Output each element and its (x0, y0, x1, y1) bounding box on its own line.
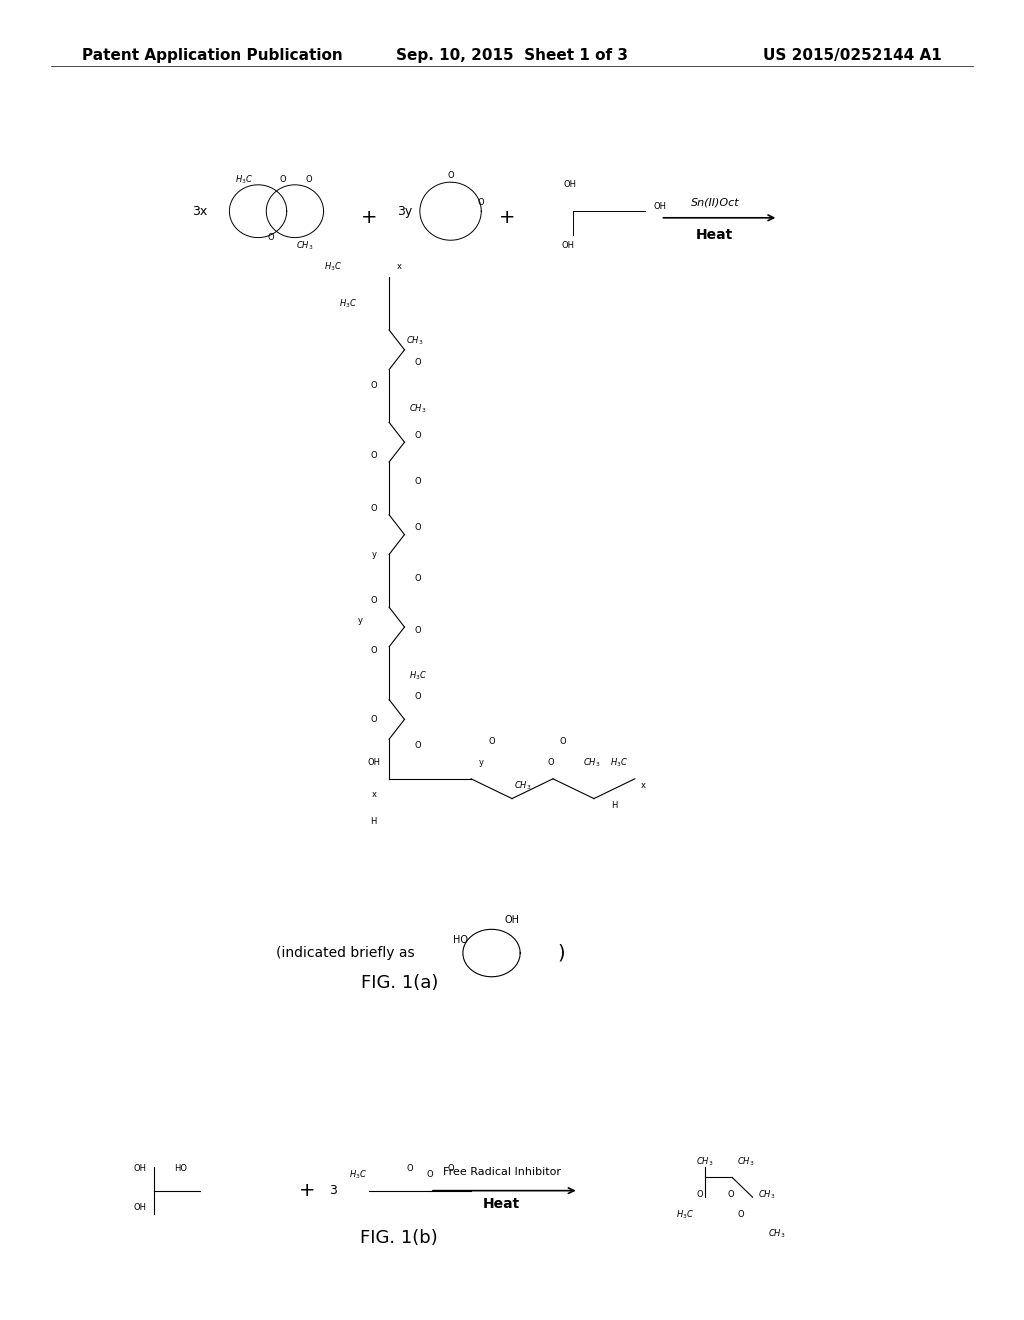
Text: $CH_3$: $CH_3$ (768, 1228, 785, 1241)
Text: O: O (427, 1171, 433, 1180)
Text: O: O (371, 504, 377, 512)
Text: O: O (548, 759, 554, 767)
Text: $CH_3$: $CH_3$ (406, 334, 424, 347)
Text: $H_3C$: $H_3C$ (349, 1168, 368, 1181)
Text: ): ) (557, 944, 565, 962)
Text: HO: HO (174, 1164, 187, 1173)
Text: O: O (371, 451, 377, 459)
Text: O: O (371, 597, 377, 605)
Text: O: O (306, 176, 312, 185)
Text: +: + (299, 1181, 315, 1200)
Text: O: O (371, 647, 377, 655)
Text: O: O (727, 1191, 733, 1200)
Text: $H_3C$: $H_3C$ (676, 1208, 694, 1221)
Text: 3: 3 (329, 1184, 337, 1197)
Text: FIG. 1(b): FIG. 1(b) (360, 1229, 438, 1247)
Text: O: O (415, 478, 421, 486)
Text: O: O (415, 627, 421, 635)
Text: OH: OH (561, 242, 574, 251)
Text: OH: OH (653, 202, 667, 211)
Text: O: O (415, 432, 421, 440)
Text: $H_3C$: $H_3C$ (339, 297, 357, 310)
Text: OH: OH (133, 1164, 146, 1173)
Text: x: x (397, 263, 401, 271)
Text: US 2015/0252144 A1: US 2015/0252144 A1 (763, 48, 942, 62)
Text: O: O (415, 359, 421, 367)
Text: y: y (358, 616, 362, 624)
Text: $H_3C$: $H_3C$ (324, 260, 342, 273)
Text: $CH_3$: $CH_3$ (296, 239, 314, 252)
Text: Patent Application Publication: Patent Application Publication (82, 48, 343, 62)
Text: $CH_3$: $CH_3$ (737, 1155, 755, 1168)
Text: O: O (267, 234, 273, 243)
Text: O: O (371, 715, 377, 723)
Text: O: O (415, 524, 421, 532)
Text: H: H (611, 801, 617, 809)
Text: y: y (479, 759, 483, 767)
Text: $H_3C$: $H_3C$ (409, 669, 427, 682)
Text: +: + (360, 209, 377, 227)
Text: 3y: 3y (397, 205, 412, 218)
Text: OH: OH (133, 1204, 146, 1213)
Text: O: O (447, 1164, 454, 1173)
Text: O: O (280, 176, 286, 185)
Text: O: O (407, 1164, 413, 1173)
Text: x: x (372, 791, 376, 799)
Text: OH: OH (563, 181, 577, 190)
Text: $CH_3$: $CH_3$ (513, 779, 531, 792)
Text: $H_3C$: $H_3C$ (234, 173, 253, 186)
Text: O: O (371, 381, 377, 389)
Text: $CH_3$: $CH_3$ (583, 756, 601, 770)
Text: O: O (560, 738, 566, 746)
Text: OH: OH (505, 915, 519, 925)
Text: Heat: Heat (483, 1197, 520, 1212)
Text: O: O (415, 693, 421, 701)
Text: H: H (371, 817, 377, 825)
Text: O: O (696, 1191, 702, 1200)
Text: HO: HO (454, 935, 468, 945)
Text: FIG. 1(a): FIG. 1(a) (360, 974, 438, 993)
Text: OH: OH (368, 759, 380, 767)
Text: O: O (737, 1210, 743, 1220)
Text: +: + (499, 209, 515, 227)
Text: Sep. 10, 2015  Sheet 1 of 3: Sep. 10, 2015 Sheet 1 of 3 (396, 48, 628, 62)
Text: O: O (488, 738, 495, 746)
Text: O: O (415, 574, 421, 582)
Text: Free Radical Inhibitor: Free Radical Inhibitor (442, 1167, 561, 1177)
Text: (indicated briefly as: (indicated briefly as (276, 946, 415, 960)
Text: O: O (415, 742, 421, 750)
Text: $CH_3$: $CH_3$ (409, 403, 427, 416)
Text: Sn(II)Oct: Sn(II)Oct (690, 197, 739, 207)
Text: 3x: 3x (193, 205, 207, 218)
Text: x: x (641, 781, 645, 789)
Text: y: y (372, 550, 376, 558)
Text: $CH_3$: $CH_3$ (696, 1155, 714, 1168)
Text: $CH_3$: $CH_3$ (758, 1188, 775, 1201)
Text: Heat: Heat (696, 228, 733, 243)
Text: O: O (478, 198, 484, 207)
Text: O: O (447, 172, 454, 181)
Text: $H_3C$: $H_3C$ (610, 756, 629, 770)
